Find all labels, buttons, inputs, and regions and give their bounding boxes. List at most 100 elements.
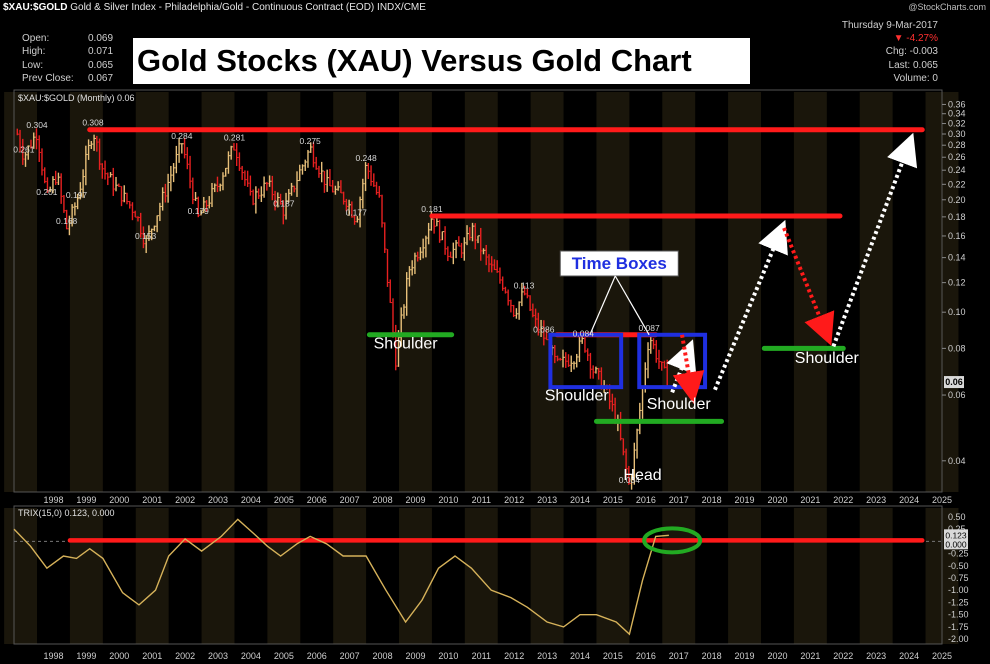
price-marker-box: [944, 376, 964, 389]
trix-x-tick-label: 2023: [866, 651, 886, 661]
x-tick-label: 2010: [438, 495, 458, 505]
shoulder-label: Shoulder: [795, 350, 860, 367]
time-box: [637, 332, 708, 390]
price-label: 0.304: [26, 120, 48, 130]
projection-arrow: [672, 334, 705, 405]
price-label: 0.153: [135, 231, 157, 241]
year-band: [4, 92, 38, 492]
x-tick-label: 2009: [405, 495, 425, 505]
projection-arrow: [782, 227, 835, 346]
quote-open-label: Open:: [22, 33, 50, 44]
x-tick-label: 2018: [702, 495, 722, 505]
trix-x-tick-label: 2013: [537, 651, 557, 661]
year-band: [201, 92, 235, 492]
trix-marker-2: 0.000: [945, 539, 967, 549]
x-tick-label: 2003: [208, 495, 228, 505]
trix-x-tick-label: 2011: [472, 651, 491, 661]
trix-highlight-ellipse: [642, 526, 703, 555]
trix-y-tick-label: -1.00: [948, 585, 969, 595]
year-band: [530, 92, 564, 492]
trix-marker-box: [944, 529, 968, 541]
y-tick-label: 0.10: [948, 307, 966, 317]
year-band: [135, 92, 169, 492]
year-band: [399, 508, 432, 644]
year-band: [596, 508, 630, 644]
trix-x-tick-label: 2018: [702, 651, 722, 661]
price-marker: 0.06: [945, 377, 963, 387]
x-tick-label: 2007: [340, 495, 360, 505]
price-label: 0.284: [171, 131, 193, 141]
x-tick-label: 2021: [800, 495, 820, 505]
y-tick-label: 0.36: [948, 99, 966, 109]
symbol-label: $XAU:$GOLD: [3, 2, 68, 13]
trix-x-tick-label: 2003: [208, 651, 228, 661]
x-tick-label: 2017: [669, 495, 689, 505]
price-label: 0.087: [638, 323, 660, 333]
price-label: 0.168: [56, 216, 78, 226]
price-label: 0.177: [346, 208, 368, 218]
trix-x-tick-label: 2001: [142, 651, 162, 661]
year-band: [530, 508, 564, 644]
y-tick-label: 0.18: [948, 212, 966, 222]
shoulder-label: Shoulder: [374, 335, 439, 352]
year-band: [859, 92, 893, 492]
trix-x-tick-label: 2014: [570, 651, 590, 661]
trix-x-tick-label: 2004: [241, 651, 261, 661]
x-tick-label: 1998: [43, 495, 63, 505]
trix-x-tick-label: 2008: [373, 651, 393, 661]
trix-x-tick-label: 1999: [76, 651, 96, 661]
trix-x-tick-label: 2016: [636, 651, 656, 661]
x-tick-label: 2012: [504, 495, 524, 505]
year-band: [333, 508, 367, 644]
x-tick-label: 1999: [76, 495, 96, 505]
year-band: [662, 92, 696, 492]
quote-high-label: High:: [22, 46, 46, 57]
trix-x-tick-label: 2017: [669, 651, 689, 661]
quote-chg: Chg: -0.003: [885, 46, 938, 57]
price-label: 0.084: [573, 328, 595, 338]
x-tick-label: 2011: [472, 495, 491, 505]
trix-y-tick-label: -1.75: [948, 622, 969, 632]
year-band: [464, 92, 498, 492]
symbol-header: $XAU:$GOLD Gold & Silver Index - Philade…: [3, 2, 426, 13]
trix-x-tick-label: 2022: [833, 651, 853, 661]
y-tick-label: 0.12: [948, 278, 966, 288]
price-label: 0.308: [82, 118, 104, 128]
trix-marker-box: [944, 538, 968, 550]
symbol-description: Gold & Silver Index - Philadelphia/Gold …: [70, 2, 426, 13]
trix-x-tick-label: 2019: [735, 651, 755, 661]
x-tick-label: 2006: [307, 495, 327, 505]
callout-pointer: [589, 275, 616, 336]
quote-volume: Volume: 0: [893, 73, 938, 84]
trix-x-tick-label: 2005: [274, 651, 294, 661]
year-band: [859, 508, 893, 644]
quote-prev-close-value: 0.067: [88, 73, 114, 84]
trix-x-tick-label: 2012: [504, 651, 524, 661]
year-band: [135, 508, 169, 644]
x-tick-label: 2002: [175, 495, 195, 505]
trix-x-tick-label: 2002: [175, 651, 195, 661]
trix-x-tick-label: 2000: [109, 651, 129, 661]
x-tick-label: 2025: [932, 495, 952, 505]
time-boxes-callout-label: Time Boxes: [572, 254, 667, 273]
y-tick-label: 0.04: [948, 456, 966, 466]
trix-x-tick-label: 2007: [340, 651, 360, 661]
shoulder-label: Shoulder: [647, 396, 712, 413]
x-tick-label: 2004: [241, 495, 261, 505]
price-label: 0.181: [421, 204, 443, 214]
chart-title: Gold Stocks (XAU) Versus Gold Chart: [133, 38, 750, 84]
trix-line: [13, 518, 669, 636]
quote-low-label: Low:: [22, 60, 44, 71]
trix-x-tick-label: 2010: [438, 651, 458, 661]
price-label: 0.034: [619, 475, 641, 485]
x-tick-label: 2008: [373, 495, 393, 505]
price-label: 0.113: [514, 280, 535, 290]
price-label: 0.248: [355, 153, 377, 163]
x-tick-label: 2020: [767, 495, 787, 505]
y-tick-label: 0.24: [948, 165, 966, 175]
trix-x-tick-label: 2015: [603, 651, 623, 661]
price-label: 0.179: [188, 206, 210, 216]
callout-pointer: [614, 275, 650, 336]
x-tick-label: 2016: [636, 495, 656, 505]
